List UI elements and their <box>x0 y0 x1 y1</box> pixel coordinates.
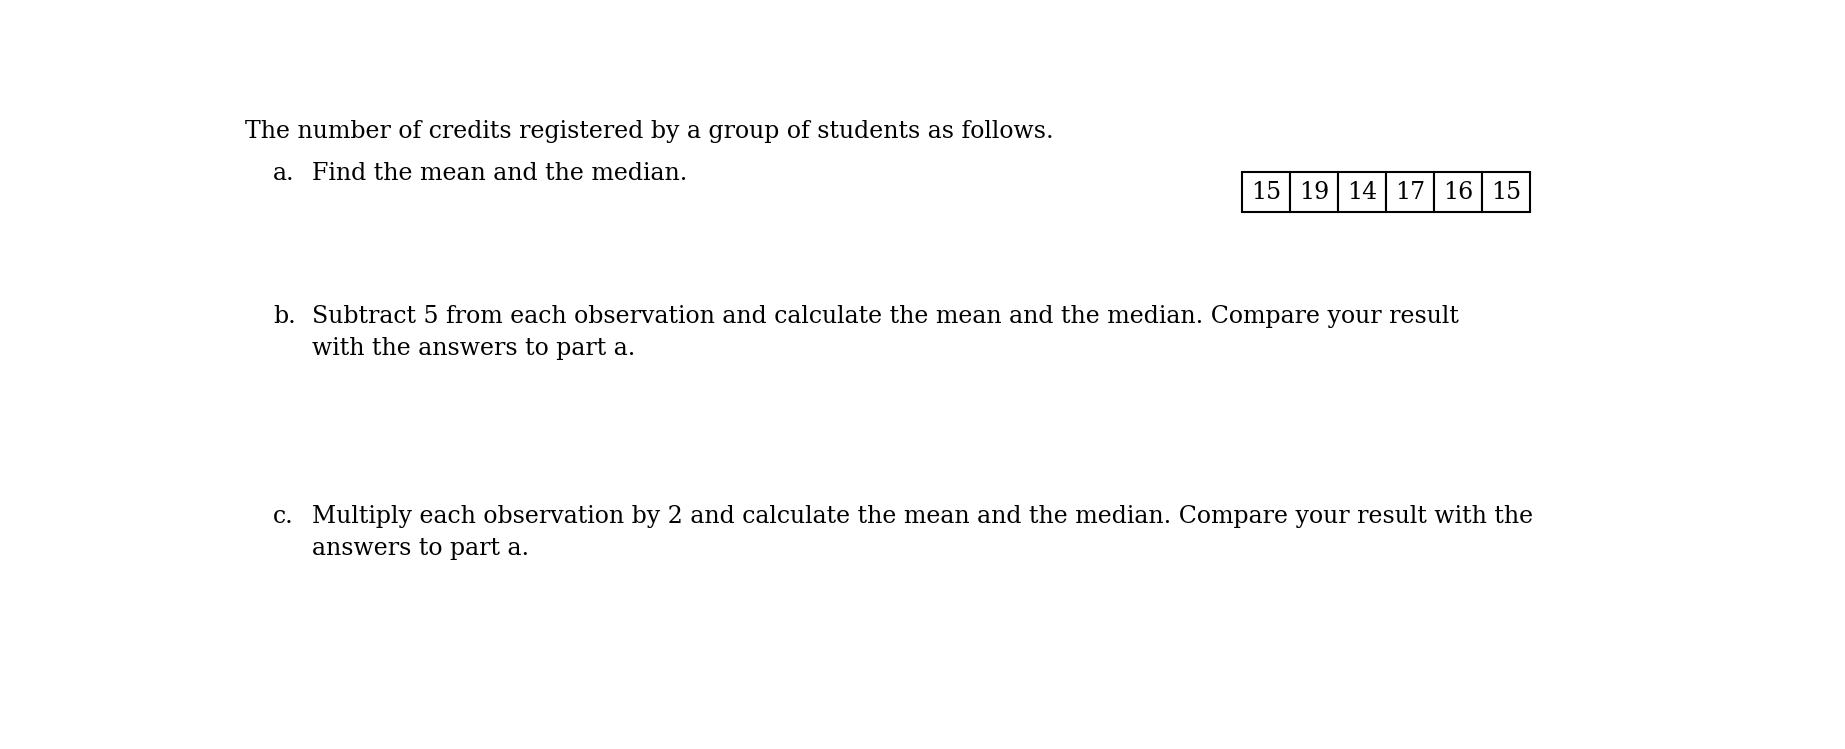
Bar <box>1338 172 1386 212</box>
Text: 15: 15 <box>1491 181 1522 204</box>
Text: 16: 16 <box>1443 181 1474 204</box>
Text: Multiply each observation by 2 and calculate the mean and the median. Compare yo: Multiply each observation by 2 and calcu… <box>312 505 1533 560</box>
Text: c.: c. <box>273 505 293 528</box>
Bar <box>1482 172 1530 212</box>
Bar <box>1434 172 1482 212</box>
Bar <box>1242 172 1290 212</box>
Bar <box>1290 172 1338 212</box>
Text: 17: 17 <box>1395 181 1424 204</box>
Text: b.: b. <box>273 305 295 328</box>
Text: Find the mean and the median.: Find the mean and the median. <box>312 163 688 185</box>
Text: a.: a. <box>273 163 295 185</box>
Text: 14: 14 <box>1347 181 1376 204</box>
Text: Subtract 5 from each observation and calculate the mean and the median. Compare : Subtract 5 from each observation and cal… <box>312 305 1459 360</box>
Text: 15: 15 <box>1251 181 1280 204</box>
Text: 19: 19 <box>1299 181 1328 204</box>
Bar <box>1386 172 1434 212</box>
Text: The number of credits registered by a group of students as follows.: The number of credits registered by a gr… <box>245 120 1053 143</box>
